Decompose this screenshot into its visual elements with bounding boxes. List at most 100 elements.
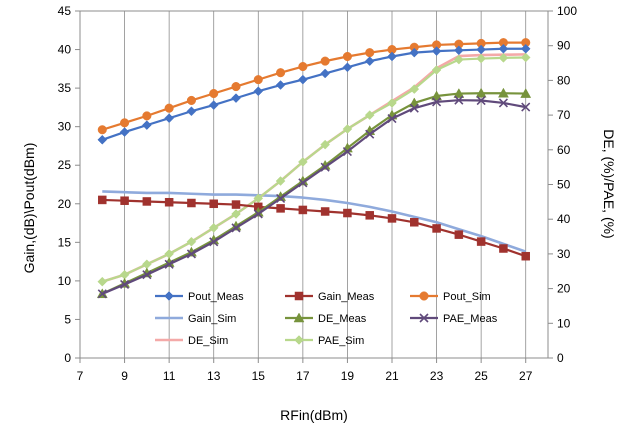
data-point (454, 45, 464, 56)
data-point (97, 125, 107, 135)
legend-swatch-marker (419, 291, 429, 301)
y-tick-label: 40 (58, 43, 72, 57)
data-point (120, 118, 130, 128)
data-point (231, 93, 241, 103)
data-point (521, 251, 530, 261)
data-point (231, 82, 241, 92)
legend-swatch-marker (294, 291, 304, 301)
data-point (142, 111, 152, 121)
data-point (164, 113, 174, 124)
data-point (276, 204, 285, 213)
data-point (453, 88, 465, 98)
legend-swatch-marker (164, 291, 174, 301)
data-point (298, 205, 308, 215)
data-point (275, 80, 286, 90)
data-point (186, 95, 196, 105)
x-tick-label: 17 (296, 369, 310, 383)
data-point (119, 127, 130, 137)
data-point (476, 53, 486, 64)
secondary-y-axis-title: DE, (%)/PAE, (%) (601, 129, 617, 238)
legend-item-pout-sim: Pout_Sim (410, 291, 491, 303)
data-point (253, 75, 263, 85)
legend-swatch-marker (294, 335, 304, 345)
data-point (164, 259, 174, 269)
x-tick-label: 27 (519, 369, 533, 383)
legend-item-de-meas: DE_Meas (285, 312, 367, 325)
axes: 7 9 11 13 15 17 19 21 23 25 27 0 5 10 15 20 25 30 35 40 45 0 1… (58, 4, 578, 383)
data-point (298, 157, 308, 167)
data-point (365, 211, 374, 220)
secondary-y-tick-label: 10 (557, 316, 571, 330)
y-tick-label: 35 (58, 81, 72, 95)
legend-label: PAE_Meas (443, 313, 498, 325)
data-point (476, 44, 486, 55)
legend-item-de-sim: DE_Sim (155, 335, 228, 347)
secondary-y-tick-label: 70 (557, 108, 571, 122)
secondary-y-tick-label: 40 (557, 212, 571, 226)
data-point (342, 51, 352, 62)
legend: Pout_Meas Gain_Meas Pout_Sim Gain_Sim DE_Mea… (155, 291, 498, 347)
data-point (498, 52, 509, 63)
legend-swatch-marker (293, 312, 305, 323)
data-point (431, 46, 442, 56)
data-point (387, 51, 397, 62)
x-tick-label: 15 (252, 369, 266, 383)
data-point (431, 90, 442, 101)
data-point (97, 276, 108, 287)
x-axis-title: RFin(dBm) (280, 407, 348, 423)
data-point (409, 103, 419, 113)
series-line (101, 99, 526, 295)
data-point (142, 120, 152, 130)
y-tick-label: 30 (58, 120, 72, 134)
data-point (342, 124, 353, 134)
series-pout-meas (97, 43, 531, 145)
series-layer (96, 38, 532, 299)
data-point (387, 98, 397, 108)
data-point (98, 195, 107, 205)
data-point (97, 289, 107, 299)
y-axis-title: Gain,(dB)\Pout(dBm) (21, 143, 37, 274)
legend-item-pae-sim: PAE_Sim (285, 335, 364, 347)
legend-label: Gain_Sim (188, 313, 236, 325)
plot-area-background (80, 11, 548, 358)
data-point (320, 68, 330, 79)
secondary-y-tick-label: 0 (557, 351, 564, 365)
data-point (164, 103, 174, 113)
data-point (320, 56, 330, 66)
data-point (142, 197, 152, 206)
data-point (410, 218, 419, 227)
data-point (253, 209, 263, 219)
data-point (365, 129, 375, 139)
x-tick-label: 21 (385, 369, 399, 383)
data-point (498, 87, 509, 98)
data-point (276, 68, 286, 78)
series-pae-sim (97, 52, 531, 287)
x-tick-label: 13 (207, 369, 221, 383)
data-point (97, 134, 108, 145)
legend-item-gain-meas: Gain_Meas (285, 291, 375, 303)
series-gain-sim (102, 190, 527, 253)
data-point (454, 230, 464, 239)
data-point (186, 106, 197, 117)
data-point (298, 74, 308, 85)
secondary-y-tick-label: 30 (557, 247, 571, 261)
data-point (364, 56, 375, 66)
x-tick-label: 9 (121, 369, 128, 383)
data-point (187, 198, 196, 208)
data-point (454, 95, 464, 105)
data-point (499, 244, 508, 253)
secondary-y-tick-label: 60 (557, 143, 571, 157)
legend-label: Gain_Meas (318, 291, 375, 303)
data-point (298, 178, 308, 188)
data-point (498, 43, 509, 54)
y-tick-label: 25 (58, 158, 72, 172)
legend-swatch-marker (419, 313, 429, 323)
data-point (298, 61, 308, 72)
data-point (164, 197, 174, 207)
data-point (186, 249, 196, 259)
data-point (209, 199, 218, 209)
series-pout-sim (97, 38, 531, 135)
x-tick-label: 25 (474, 369, 488, 383)
data-point (276, 193, 286, 203)
data-point (476, 237, 486, 246)
